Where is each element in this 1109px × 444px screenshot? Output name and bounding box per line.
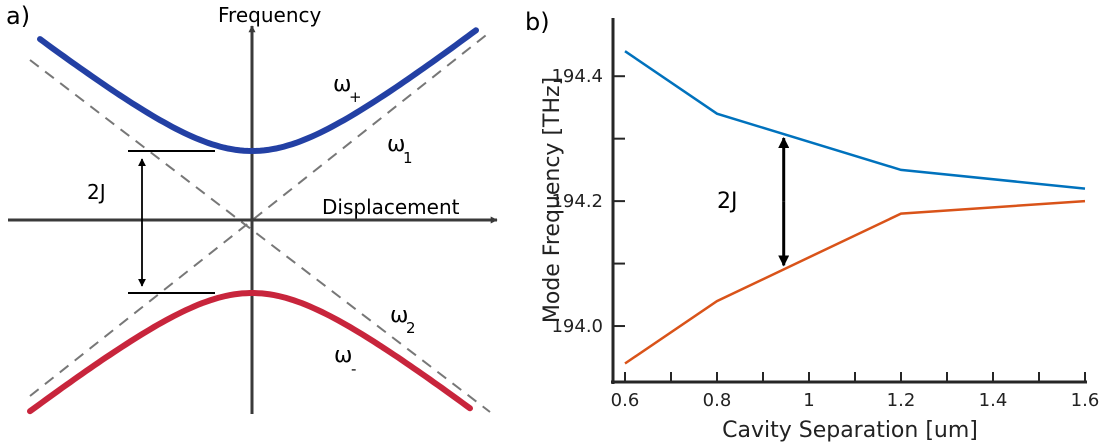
- frequency-axis-title: Frequency: [218, 3, 321, 27]
- x-tick-labels: 0.6 0.8 1 1.2 1.4 1.6: [611, 390, 1100, 411]
- omega-2-subscript: 2: [406, 319, 416, 337]
- omega-plus-curve: [37, 27, 479, 155]
- omega-plus-label: ω +: [333, 72, 362, 106]
- y-axis-ticks: [613, 75, 1086, 382]
- lower-mode-line: [624, 199, 1086, 365]
- panel-a-label: a): [6, 2, 30, 30]
- panel-b: b) 194.0 194.2 194.4 0.6 0.8 1 1.2 1.4 1.6 2J C…: [525, 8, 1099, 443]
- x-tick-label: 1.4: [979, 390, 1008, 411]
- omega-plus-symbol: ω: [333, 72, 351, 97]
- omega-1-label: ω 1: [387, 132, 413, 167]
- y-tick-label: 194.2: [551, 191, 603, 212]
- omega-1-subscript: 1: [403, 149, 413, 167]
- y-axis-title: Mode Frequency [THz]: [540, 77, 565, 323]
- y-tick-labels: 194.0 194.2 194.4: [551, 66, 603, 337]
- omega-minus-subscript: -: [351, 360, 356, 378]
- omega-minus-label: ω -: [334, 343, 356, 378]
- omega-plus-subscript: +: [349, 88, 362, 106]
- omega-2-symbol: ω: [390, 303, 408, 328]
- y-tick-label: 194.0: [551, 316, 603, 337]
- x-tick-label: 1: [803, 390, 814, 411]
- omega-2-label: ω 2: [390, 303, 416, 337]
- x-tick-label: 1.6: [1071, 390, 1100, 411]
- omega-minus-curve: [27, 290, 473, 415]
- coupling-arrow-label: 2J: [717, 189, 738, 214]
- omega-1-symbol: ω: [387, 132, 405, 157]
- x-tick-label: 1.2: [887, 390, 916, 411]
- asymptote-omega-2-line: [29, 31, 491, 397]
- panel-b-label: b): [525, 8, 550, 36]
- panel-a: a) Frequency Displacement ω + ω 1 ω 2 ω …: [6, 2, 498, 415]
- x-axis-title: Cavity Separation [um]: [722, 418, 978, 443]
- x-tick-label: 0.6: [611, 390, 640, 411]
- coupling-gap-label: 2J: [87, 180, 106, 204]
- omega-minus-symbol: ω: [334, 343, 352, 368]
- upper-mode-line: [624, 50, 1086, 190]
- x-tick-label: 0.8: [703, 390, 732, 411]
- asymptote-omega-1-line: [29, 59, 491, 413]
- y-tick-label: 194.4: [551, 66, 603, 87]
- displacement-axis-title: Displacement: [322, 195, 460, 219]
